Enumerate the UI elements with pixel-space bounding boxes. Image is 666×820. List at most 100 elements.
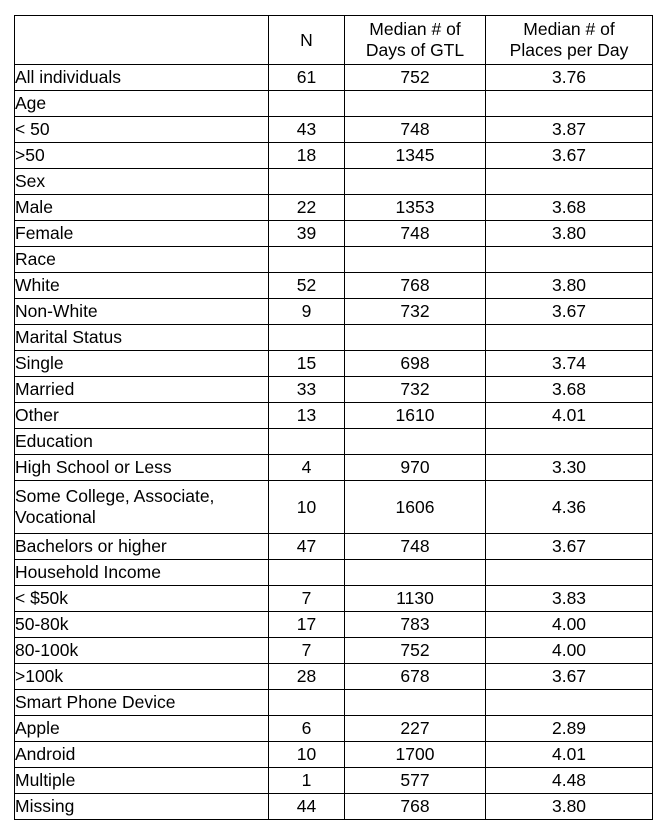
cell-n: 7 (268, 585, 345, 612)
table-row: Missing 44 768 3.80 (14, 793, 653, 820)
cell-days: 698 (344, 350, 486, 377)
cell-n (268, 246, 345, 273)
row-label: >50 (14, 142, 269, 169)
table-row: Single 15 698 3.74 (14, 350, 653, 377)
cell-places: 3.80 (485, 272, 653, 299)
column-header-places-line2: Places per Day (509, 40, 629, 60)
table-row: Marital Status (14, 324, 653, 351)
cell-days: 1606 (344, 480, 486, 534)
cell-n: 33 (268, 376, 345, 403)
cell-n: 39 (268, 220, 345, 247)
table-body: All individuals 61 752 3.76 Age < 50 43 748 3.87… (14, 64, 653, 820)
cell-places (485, 246, 653, 273)
cell-places: 3.76 (485, 64, 653, 91)
cell-n: 22 (268, 194, 345, 221)
row-label: < $50k (14, 585, 269, 612)
row-label: Some College, Associate, Vocational (14, 480, 269, 534)
cell-places: 4.01 (485, 741, 653, 768)
cell-days: 577 (344, 767, 486, 794)
cell-n: 28 (268, 663, 345, 690)
column-header-label (14, 15, 269, 65)
row-label: Male (14, 194, 269, 221)
cell-places: 3.67 (485, 663, 653, 690)
row-label: Apple (14, 715, 269, 742)
cell-n (268, 324, 345, 351)
column-header-median-places-per-day: Median # of Places per Day (485, 15, 653, 65)
cell-days (344, 246, 486, 273)
table-row: Android 10 1700 4.01 (14, 741, 653, 768)
cell-places: 3.67 (485, 533, 653, 560)
cell-n: 44 (268, 793, 345, 820)
cell-places (485, 90, 653, 117)
cell-places: 3.67 (485, 142, 653, 169)
cell-days: 732 (344, 298, 486, 325)
cell-n: 47 (268, 533, 345, 560)
cell-days: 1130 (344, 585, 486, 612)
row-label: Android (14, 741, 269, 768)
row-label: 50-80k (14, 611, 269, 638)
cell-n: 43 (268, 116, 345, 143)
cell-places (485, 559, 653, 586)
table-row: Male 22 1353 3.68 (14, 194, 653, 221)
cell-places: 2.89 (485, 715, 653, 742)
cell-places: 3.68 (485, 376, 653, 403)
cell-places: 4.01 (485, 402, 653, 429)
table-row: >50 18 1345 3.67 (14, 142, 653, 169)
cell-days: 970 (344, 454, 486, 481)
cell-days: 732 (344, 376, 486, 403)
cell-places: 4.00 (485, 611, 653, 638)
cell-days: 1610 (344, 402, 486, 429)
column-header-days-line2: Days of GTL (365, 40, 465, 60)
column-header-n: N (268, 15, 345, 65)
table-row: Age (14, 90, 653, 117)
table-row: < 50 43 748 3.87 (14, 116, 653, 143)
table-row: All individuals 61 752 3.76 (14, 64, 653, 91)
row-label: Bachelors or higher (14, 533, 269, 560)
column-header-places-line1: Median # of (523, 19, 615, 40)
summary-statistics-table: N Median # of Days of GTL Median # of Pl… (14, 15, 653, 820)
cell-n (268, 428, 345, 455)
row-label: Multiple (14, 767, 269, 794)
cell-days: 768 (344, 272, 486, 299)
row-label: Female (14, 220, 269, 247)
table-row: 80-100k 7 752 4.00 (14, 637, 653, 664)
cell-days: 678 (344, 663, 486, 690)
table-row: >100k 28 678 3.67 (14, 663, 653, 690)
cell-n (268, 90, 345, 117)
column-header-days-line1: Median # of (369, 19, 461, 40)
cell-days (344, 168, 486, 195)
cell-n: 7 (268, 637, 345, 664)
row-label: >100k (14, 663, 269, 690)
table-row: White 52 768 3.80 (14, 272, 653, 299)
table-row: Female 39 748 3.80 (14, 220, 653, 247)
cell-n: 10 (268, 741, 345, 768)
table-row: High School or Less 4 970 3.30 (14, 454, 653, 481)
cell-places: 3.74 (485, 350, 653, 377)
cell-days (344, 324, 486, 351)
row-label: White (14, 272, 269, 299)
cell-n: 1 (268, 767, 345, 794)
cell-n: 15 (268, 350, 345, 377)
cell-days (344, 689, 486, 716)
row-label: Missing (14, 793, 269, 820)
row-label: Other (14, 402, 269, 429)
cell-n: 18 (268, 142, 345, 169)
cell-places: 4.00 (485, 637, 653, 664)
cell-days (344, 559, 486, 586)
cell-days: 768 (344, 793, 486, 820)
cell-days: 748 (344, 533, 486, 560)
cell-days (344, 428, 486, 455)
cell-n: 17 (268, 611, 345, 638)
table-row: Non-White 9 732 3.67 (14, 298, 653, 325)
cell-places: 3.80 (485, 220, 653, 247)
table-row: Sex (14, 168, 653, 195)
cell-places: 4.36 (485, 480, 653, 534)
row-label: Married (14, 376, 269, 403)
cell-days: 752 (344, 637, 486, 664)
table-row: Household Income (14, 559, 653, 586)
cell-days (344, 90, 486, 117)
cell-days: 783 (344, 611, 486, 638)
cell-places (485, 168, 653, 195)
cell-days: 1345 (344, 142, 486, 169)
cell-n: 9 (268, 298, 345, 325)
